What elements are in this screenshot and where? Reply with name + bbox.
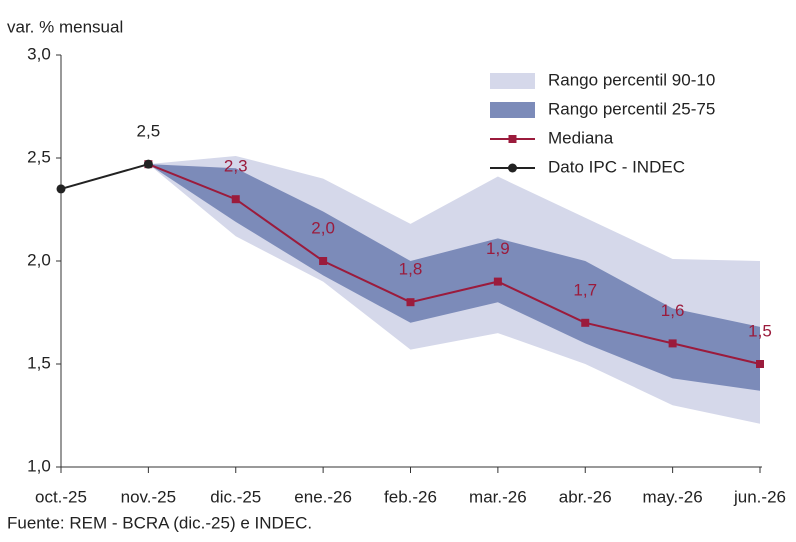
- data-label: 2,3: [224, 157, 248, 176]
- y-tick-label: 3,0: [27, 44, 51, 63]
- x-tick-label: ene.-26: [294, 487, 352, 506]
- y-axis-label: var. % mensual: [7, 17, 123, 36]
- line: [60, 163, 149, 190]
- legend-marker: [508, 135, 517, 143]
- marker: [581, 318, 590, 327]
- x-tick-label: mar.-26: [469, 487, 527, 506]
- data-label: 1,7: [573, 280, 597, 299]
- x-tick-label: may.-26: [643, 487, 703, 506]
- y-tick-label: 1,0: [27, 456, 51, 475]
- legend-swatch: [490, 73, 535, 89]
- data-label: 1,5: [748, 321, 772, 340]
- data-label: 1,9: [486, 239, 510, 258]
- legend-label: Dato IPC - INDEC: [548, 157, 685, 176]
- marker: [319, 257, 328, 265]
- legend-label: Rango percentil 25-75: [548, 99, 715, 118]
- marker: [756, 360, 764, 368]
- marker: [668, 339, 677, 348]
- marker: [231, 195, 240, 204]
- x-tick-label: nov.-25: [121, 487, 176, 506]
- percentile-band: [148, 164, 760, 391]
- legend-swatch: [490, 102, 535, 118]
- line: [148, 163, 761, 365]
- data-label: 1,6: [661, 301, 685, 320]
- legend-label: Mediana: [548, 128, 614, 147]
- marker: [406, 298, 415, 307]
- x-tick-label: oct.-25: [35, 487, 87, 506]
- x-tick-label: jun.-26: [733, 487, 786, 506]
- legend-label: Rango percentil 90-10: [548, 70, 715, 89]
- marker: [143, 159, 153, 169]
- x-tick-label: feb.-26: [384, 487, 437, 506]
- data-label: 2,5: [137, 122, 161, 141]
- x-tick-label: dic.-25: [210, 487, 261, 506]
- legend-marker: [508, 163, 517, 173]
- y-tick-label: 2,5: [27, 147, 51, 166]
- x-tick-label: abr.-26: [559, 487, 612, 506]
- marker: [493, 277, 502, 286]
- source-note: Fuente: REM - BCRA (dic.-25) e INDEC.: [7, 513, 312, 532]
- y-tick-label: 1,5: [27, 353, 51, 372]
- data-label: 1,8: [399, 260, 423, 279]
- data-label: 2,0: [311, 218, 335, 237]
- y-tick-label: 2,0: [27, 250, 51, 269]
- marker: [56, 184, 66, 194]
